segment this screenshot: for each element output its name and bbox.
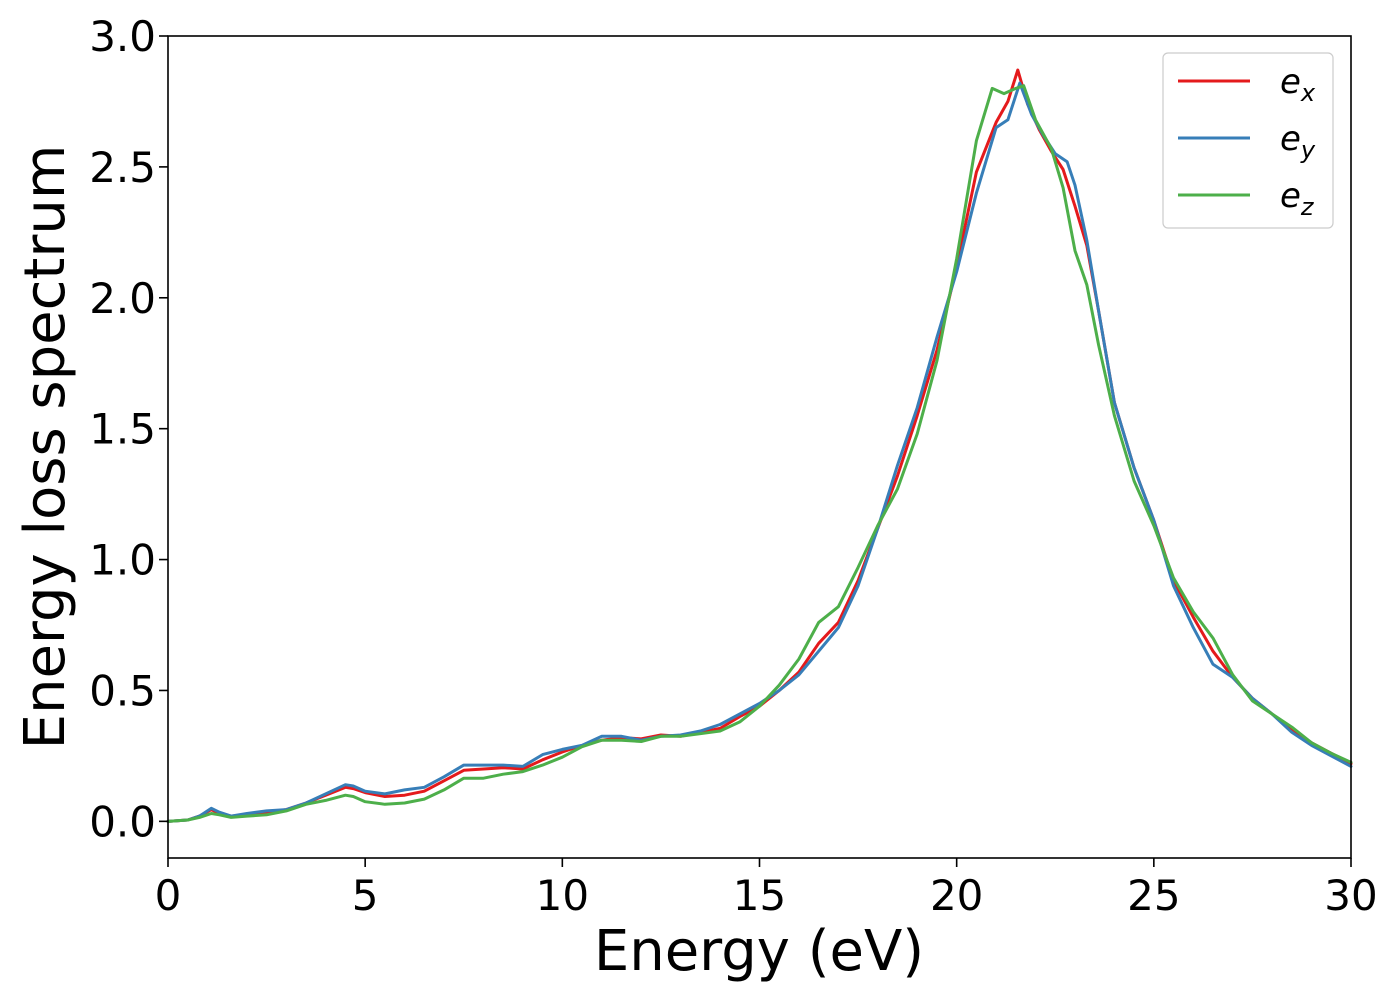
x-axis-title: Energy (eV)	[594, 919, 924, 984]
x-axis: 0 5 10 15 20 25 30	[155, 858, 1378, 920]
plot-lines	[166, 68, 1353, 823]
x-tick-label: 30	[1324, 871, 1377, 920]
x-tick-label: 5	[352, 871, 379, 920]
x-tick-label: 15	[733, 871, 786, 920]
y-tick-label: 0.5	[89, 666, 156, 715]
y-tick-label: 1.5	[89, 405, 156, 454]
y-tick-label: 2.0	[89, 274, 156, 323]
y-tick-label: 1.0	[89, 536, 156, 585]
y-tick-label: 0.0	[89, 797, 156, 846]
series-line-e_z	[166, 84, 1353, 823]
y-tick-label: 3.0	[89, 12, 156, 61]
y-axis-title: Energy loss spectrum	[13, 145, 78, 750]
legend-box	[1162, 52, 1334, 229]
x-tick-label: 0	[155, 871, 182, 920]
y-axis: 0.0 0.5 1.0 1.5 2.0 2.5 3.0	[89, 12, 168, 846]
x-tick-label: 20	[930, 871, 983, 920]
x-tick-label: 25	[1127, 871, 1180, 920]
x-tick-label: 10	[536, 871, 589, 920]
y-tick-label: 2.5	[89, 143, 156, 192]
